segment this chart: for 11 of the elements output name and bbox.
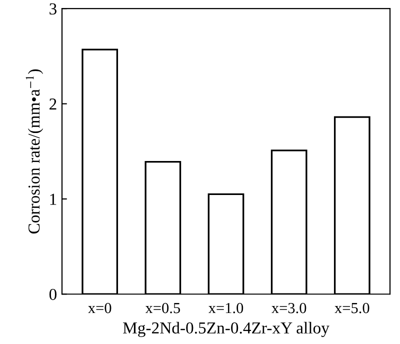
- y-tick-label: 0: [49, 288, 57, 300]
- x-tick-label: x=1.0: [208, 302, 244, 314]
- y-tick-label: 2: [50, 98, 56, 110]
- x-tick-label: x=5.0: [334, 302, 370, 314]
- x-tick-label: x=3.0: [272, 302, 306, 314]
- y-tick-label: 1: [50, 194, 56, 205]
- y-axis-title: Corrosion rate/(mm•a$^{−1}$): [26, 69, 44, 234]
- x-tick-label: x=0.5: [145, 302, 180, 314]
- x-tick-label: x=0: [88, 302, 112, 314]
- y-tick-label: 3: [50, 3, 56, 15]
- x-axis-title: Mg-2Nd-0.5Zn-0.4Zr-xY alloy: [123, 322, 330, 338]
